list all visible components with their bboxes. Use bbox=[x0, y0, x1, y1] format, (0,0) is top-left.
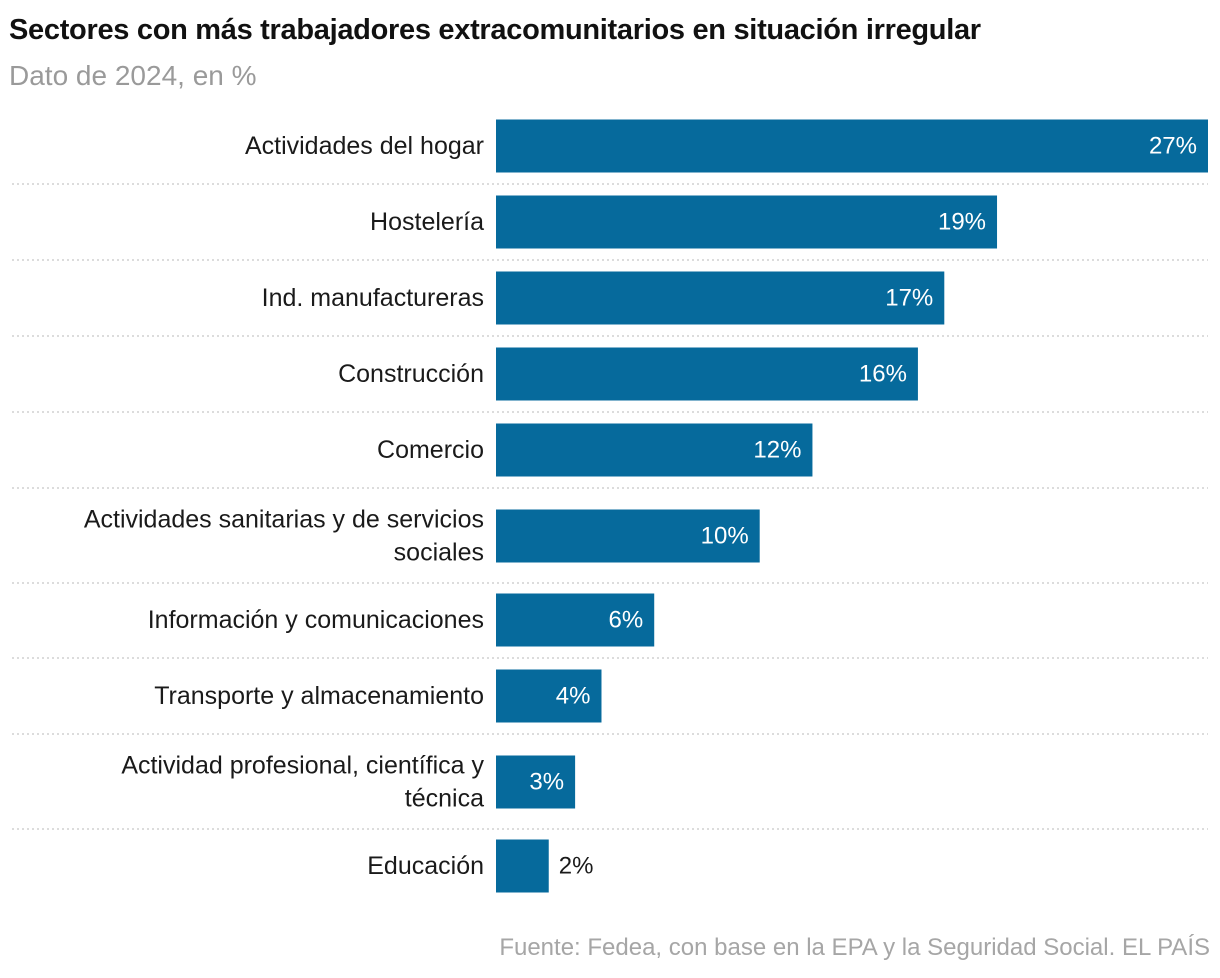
category-label-6-line-1: Actividades sanitarias y de servicios bbox=[84, 506, 484, 534]
category-label-1: Actividades del hogar bbox=[245, 132, 484, 160]
category-label-9-line-1: Actividad profesional, científica y bbox=[121, 752, 484, 780]
chart-subtitle: Dato de 2024, en % bbox=[9, 60, 257, 91]
chart-title: Sectores con más trabajadores extracomun… bbox=[9, 14, 981, 46]
category-label-2: Hostelería bbox=[370, 208, 484, 236]
value-label-3: 17% bbox=[885, 285, 933, 312]
bar-9 bbox=[496, 755, 576, 809]
value-label-8: 4% bbox=[556, 683, 591, 710]
value-label-1: 27% bbox=[1149, 133, 1197, 160]
value-label-4: 16% bbox=[859, 361, 907, 388]
bar-5 bbox=[496, 423, 813, 477]
value-label-2: 19% bbox=[938, 209, 986, 236]
value-label-7: 6% bbox=[609, 607, 644, 634]
bar-6 bbox=[496, 509, 760, 563]
category-label-8: Transporte y almacenamiento bbox=[154, 682, 484, 710]
category-label-5: Comercio bbox=[377, 436, 484, 464]
bar-1 bbox=[496, 119, 1208, 173]
bar-2 bbox=[496, 195, 998, 249]
category-label-6-line-2: sociales bbox=[394, 539, 484, 567]
bar-4 bbox=[496, 347, 918, 401]
value-label-9: 3% bbox=[529, 769, 564, 796]
category-label-10: Educación bbox=[367, 852, 484, 880]
category-label-3: Ind. manufactureras bbox=[262, 284, 484, 312]
bar-10 bbox=[496, 839, 549, 893]
value-label-10: 2% bbox=[559, 853, 594, 880]
category-label-9-line-2: técnica bbox=[405, 785, 484, 813]
bar-8 bbox=[496, 669, 602, 723]
value-label-5: 12% bbox=[753, 437, 801, 464]
value-label-6: 10% bbox=[701, 523, 749, 550]
bar-7 bbox=[496, 593, 655, 647]
bar-3 bbox=[496, 271, 945, 325]
source-note: Fuente: Fedea, con base en la EPA y la S… bbox=[499, 934, 1210, 961]
category-label-4: Construcción bbox=[338, 360, 484, 388]
category-label-7: Información y comunicaciones bbox=[148, 606, 484, 634]
